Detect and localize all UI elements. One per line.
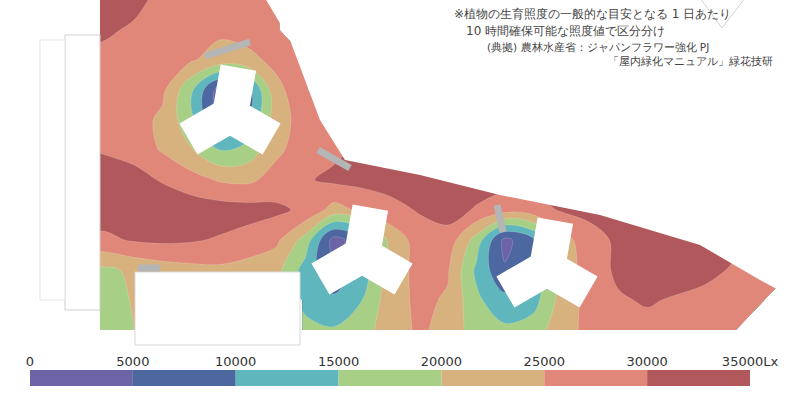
svg-text:15000: 15000: [318, 354, 359, 369]
svg-text:20000: 20000: [421, 354, 462, 369]
svg-text:5000: 5000: [116, 354, 149, 369]
svg-text:30000: 30000: [626, 354, 667, 369]
svg-text:35000Lx: 35000Lx: [722, 354, 779, 369]
svg-text:25000: 25000: [524, 354, 565, 369]
svg-text:0: 0: [26, 354, 34, 369]
svg-text:10000: 10000: [215, 354, 256, 369]
svg-text:※植物の生育照度の一般的な目安となる 1 日あたり: ※植物の生育照度の一般的な目安となる 1 日あたり: [454, 7, 731, 21]
svg-text:「屋内緑化マニュアル」緑花技研: 「屋内緑化マニュアル」緑花技研: [608, 55, 773, 67]
svg-text:10 時間確保可能な照度値で区分分け: 10 時間確保可能な照度値で区分分け: [466, 24, 665, 38]
svg-text:(典拠) 農林水産省：ジャパンフラワー強化 PJ: (典拠) 農林水産省：ジャパンフラワー強化 PJ: [487, 41, 709, 53]
